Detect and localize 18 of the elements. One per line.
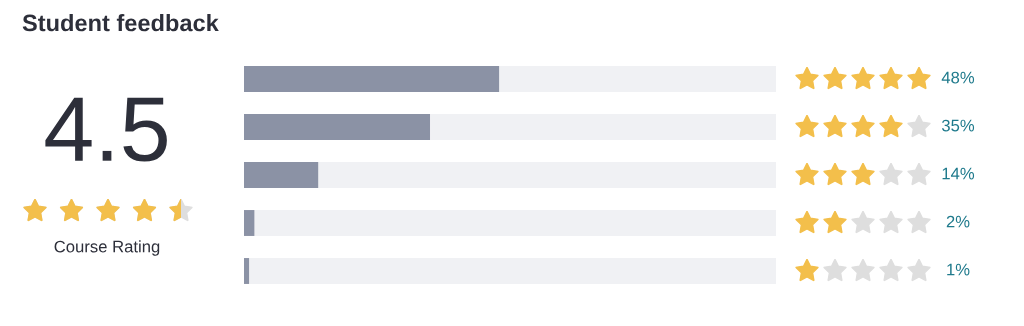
data-label: 2% — [946, 215, 970, 228]
data-label: 14% — [942, 167, 975, 180]
text: 4.5 — [45, 97, 167, 162]
bar — [244, 210, 255, 236]
data-label: 35% — [941, 119, 975, 132]
bar — [249, 258, 776, 284]
bar — [244, 162, 319, 188]
bar — [318, 162, 776, 188]
data-label: 1% — [947, 263, 970, 276]
data-label: 48% — [941, 71, 975, 84]
bar — [244, 258, 250, 284]
bar — [430, 114, 776, 140]
text: Course Rating — [54, 240, 160, 256]
bar — [244, 114, 431, 140]
bar — [254, 210, 776, 236]
bar — [499, 66, 776, 92]
chart-title: Student feedback — [22, 14, 219, 32]
bar — [244, 66, 500, 92]
